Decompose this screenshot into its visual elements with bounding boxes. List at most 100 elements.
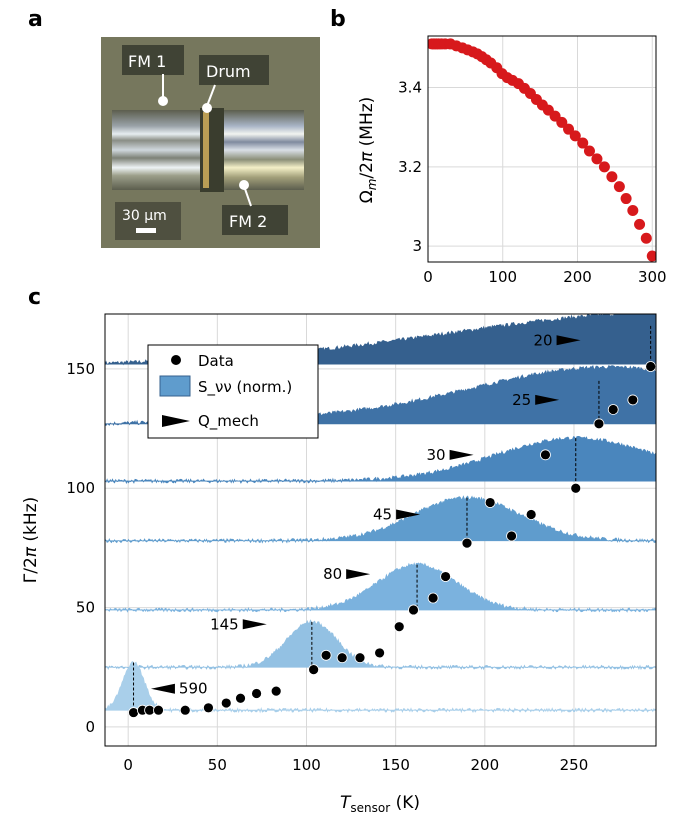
c-data-point xyxy=(220,697,232,709)
c-data-point xyxy=(484,497,496,508)
c-data-point xyxy=(408,604,419,616)
b-ytick-label: 3 xyxy=(412,237,422,255)
scalebar-label-box xyxy=(115,202,181,240)
scale-bar-label: 30 μm xyxy=(122,208,167,224)
b-data-points xyxy=(428,38,656,262)
c-data-point xyxy=(179,704,191,716)
c-data-point xyxy=(235,692,246,704)
c-xtick-label: 250 xyxy=(560,756,589,774)
q-arrow xyxy=(242,619,267,630)
c-data-point xyxy=(427,592,439,604)
b-data-point xyxy=(591,153,603,165)
c-data-point xyxy=(251,688,262,699)
c-ytick-label: 150 xyxy=(66,360,95,378)
c-ylabel: Γ/2π (kHz) xyxy=(21,497,41,584)
b-data-point xyxy=(569,130,581,142)
b-data-point xyxy=(583,145,595,157)
c-data-point xyxy=(627,394,639,406)
panel-label-a: a xyxy=(28,7,43,32)
frequency-vs-temperature-chart: 0 100 200 300 3 3.2 3.4 Ωm/2π (MHz) xyxy=(357,35,667,286)
q-arrow xyxy=(556,335,581,346)
c-data-point xyxy=(393,621,405,633)
b-xtick-label: 100 xyxy=(488,268,517,286)
panel-label-b: b xyxy=(330,7,346,32)
b-ylabel-unit: (MHz) xyxy=(357,97,377,152)
b-ylabel: Ωm/2π (MHz) xyxy=(357,97,379,204)
c-data-point xyxy=(645,361,656,372)
fm1-label-box xyxy=(122,45,184,75)
c-q-labels: 20 25 30 45 80 145 590 xyxy=(150,331,581,698)
legend-qmech-marker xyxy=(162,415,190,427)
b-data-point xyxy=(627,204,639,216)
q-label: 30 xyxy=(426,446,445,464)
c-axes-frame xyxy=(104,313,657,747)
q-label: 590 xyxy=(179,680,208,698)
b-ylabel-pi: π xyxy=(357,151,377,162)
c-ylabel-unit: (kHz) xyxy=(21,497,41,547)
c-xtick-label: 0 xyxy=(123,756,133,774)
c-data-point xyxy=(525,509,537,520)
c-data-point xyxy=(270,685,282,697)
c-xtick-label: 150 xyxy=(381,756,410,774)
fm1-label: FM 1 xyxy=(128,52,166,71)
q-arrow xyxy=(150,683,175,694)
c-data-point xyxy=(144,704,155,716)
b-ylabel-sub: m xyxy=(365,179,379,191)
legend-data-label: Data xyxy=(198,352,234,370)
c-data-point xyxy=(374,647,386,659)
c-data-point xyxy=(153,704,164,716)
b-xtick-label: 200 xyxy=(563,268,592,286)
c-data-point xyxy=(506,530,517,542)
legend-qmech-label: Q_mech xyxy=(198,412,259,431)
c-ylabel-pi: π xyxy=(21,546,41,557)
drum-label-box xyxy=(199,55,269,85)
c-ytick-label: 50 xyxy=(76,599,95,617)
q-label: 45 xyxy=(373,505,392,523)
spectrum-trace xyxy=(105,436,656,484)
c-xlabel-sub: sensor xyxy=(350,801,390,815)
fm2-label: FM 2 xyxy=(229,212,267,231)
c-ytick-label: 100 xyxy=(66,479,95,497)
c-xlabel-t: T xyxy=(340,793,352,813)
left-ferromagnet xyxy=(112,110,200,190)
b-data-point xyxy=(606,171,618,183)
q-arrow xyxy=(535,394,560,405)
b-ylabel-omega: Ω xyxy=(357,190,377,203)
b-data-point xyxy=(620,193,632,205)
c-data-point xyxy=(570,482,582,494)
b-data-point xyxy=(598,161,610,173)
b-xtick-label: 300 xyxy=(638,268,667,286)
b-data-point xyxy=(563,123,575,135)
scale-bar xyxy=(136,228,156,233)
c-legend: Data S_νν (norm.) Q_mech xyxy=(147,344,319,439)
c-xlabel-unit: (K) xyxy=(390,793,420,813)
q-arrow xyxy=(396,509,421,520)
b-data-point xyxy=(577,137,589,149)
spectrum-trace xyxy=(105,619,656,671)
legend-spectrum-label: S_νν (norm.) xyxy=(198,378,292,397)
b-xtick-label: 0 xyxy=(423,268,433,286)
panel-label-c: c xyxy=(28,285,41,310)
c-xtick-label: 50 xyxy=(208,756,227,774)
drum-pointer-dot xyxy=(202,103,212,113)
c-data-point xyxy=(308,664,320,676)
q-arrow xyxy=(449,449,474,460)
c-data-point xyxy=(607,404,619,415)
spectrum-trace xyxy=(105,495,656,544)
c-data-point xyxy=(128,707,139,718)
c-tick-labels: 0 50 100 150 200 250 0 50 100 150 xyxy=(66,360,588,774)
b-data-point xyxy=(634,218,646,230)
b-tick-labels: 0 100 200 300 3 3.2 3.4 xyxy=(398,79,666,286)
fm2-pointer-dot xyxy=(239,180,249,190)
c-xtick-label: 100 xyxy=(292,756,321,774)
b-ytick-label: 3.2 xyxy=(398,158,422,176)
c-data-point xyxy=(461,537,473,549)
b-ylabel-rest: /2 xyxy=(357,162,377,179)
c-data-point xyxy=(354,652,366,664)
c-ylabel-gamma: Γ/2 xyxy=(21,557,41,583)
b-data-point xyxy=(613,181,625,193)
q-label: 145 xyxy=(210,615,239,633)
c-xtick-label: 200 xyxy=(470,756,499,774)
spectrum-trace xyxy=(105,660,656,714)
